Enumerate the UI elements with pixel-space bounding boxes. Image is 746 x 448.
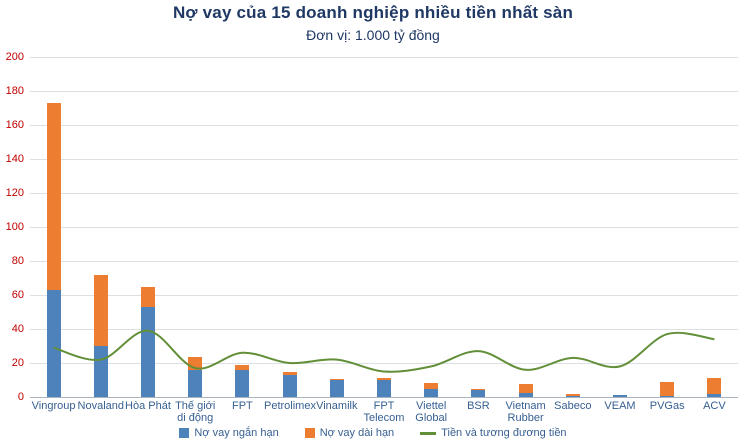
bar-short-term-debt (424, 388, 439, 397)
y-axis-label: 180 (5, 85, 24, 97)
bar-short-term-debt (329, 380, 344, 397)
gridline (30, 295, 738, 296)
bar-long-term-debt (141, 286, 155, 307)
cash-line-layer (53, 329, 715, 373)
x-axis-label: Vingroup (31, 400, 76, 412)
legend-label: Tiền và tương đương tiền (441, 427, 567, 439)
bar-long-term-debt (660, 381, 675, 397)
bar-short-term-debt (188, 369, 203, 397)
bar-short-term-debt (518, 392, 533, 397)
bar-short-term-debt (660, 396, 675, 397)
x-axis-label: Petrolimex (264, 400, 316, 412)
y-axis-label: 120 (5, 187, 24, 199)
x-axis-label: PVGas (649, 400, 685, 412)
gridline (30, 329, 738, 330)
y-axis-label: 20 (11, 357, 24, 369)
bar-long-term-debt (282, 371, 297, 375)
legend: Nợ vay ngắn hạn Nợ vay dài hạn Tiền và tươ… (0, 427, 746, 439)
bar-long-term-debt (46, 102, 61, 290)
x-axis-label: Viettel Global (415, 400, 448, 424)
cash-equivalents-line (53, 329, 715, 373)
y-axis-label: 140 (5, 153, 24, 165)
bar-short-term-debt (377, 380, 391, 397)
plot-area (30, 57, 738, 398)
legend-square-marker (304, 428, 315, 438)
legend-square-marker (179, 428, 190, 438)
y-axis-label: 100 (5, 221, 24, 233)
legend-item: Tiền và tương đương tiền (420, 427, 567, 439)
chart-title: Nợ vay của 15 doanh nghiệp nhiều tiền nh… (172, 3, 574, 22)
gridline (30, 91, 738, 92)
bar-long-term-debt (471, 389, 486, 391)
y-axis-label: 160 (5, 119, 24, 131)
bar-short-term-debt (613, 395, 627, 397)
bar-long-term-debt (329, 379, 344, 380)
gridline (30, 125, 738, 126)
x-axis-label: FPT (232, 400, 253, 412)
x-axis-label: Sabeco (554, 400, 592, 412)
bar-short-term-debt (565, 396, 580, 397)
bar-short-term-debt (282, 374, 297, 397)
x-axis-label: VEAM (604, 400, 636, 412)
bar-short-term-debt (46, 289, 61, 397)
bar-long-term-debt (235, 364, 250, 370)
bar-long-term-debt (565, 393, 580, 397)
bar-short-term-debt (235, 369, 250, 397)
x-axis-label: Novaland (77, 400, 125, 412)
bar-short-term-debt (141, 306, 155, 397)
gridline (30, 227, 738, 228)
bar-long-term-debt (424, 383, 439, 389)
x-axis-label: Vietnam Rubber (505, 400, 546, 424)
bar-short-term-debt (471, 390, 486, 397)
legend-label: Nợ vay dài hạn (319, 427, 395, 439)
x-axis-label: BSR (467, 400, 490, 412)
x-axis-label: ACV (703, 400, 726, 412)
gridline (30, 261, 738, 262)
y-axis-label: 40 (11, 323, 24, 335)
bar-long-term-debt (518, 384, 533, 393)
y-axis-label: 0 (17, 391, 24, 403)
gridline (30, 363, 738, 364)
bar-long-term-debt (377, 378, 391, 380)
legend-item: Nợ vay dài hạn (304, 427, 395, 439)
x-axis-label: Hòa Phát (125, 400, 171, 412)
x-axis-label: FPT Telecom (363, 400, 405, 424)
y-axis-label: 60 (11, 289, 24, 301)
legend-line-marker (420, 431, 437, 435)
bar-long-term-debt (707, 378, 722, 395)
x-axis: Vingroup Novaland Hòa Phát Thế giới di động… (30, 400, 738, 430)
x-axis-label: Vinamilk (316, 400, 358, 412)
gridline (30, 159, 738, 160)
bar-short-term-debt (707, 394, 722, 397)
legend-label: Nợ vay ngắn hạn (194, 427, 279, 439)
chart-subtitle: Đơn vị: 1.000 tỷ đồng (306, 27, 440, 43)
gridline (30, 57, 738, 58)
y-axis-label: 80 (11, 255, 24, 267)
y-axis-label: 200 (5, 51, 24, 63)
bar-long-term-debt (93, 274, 108, 346)
legend-item: Nợ vay ngắn hạn (179, 427, 279, 439)
gridline (30, 193, 738, 194)
x-axis-label: Thế giới di động (175, 400, 216, 424)
